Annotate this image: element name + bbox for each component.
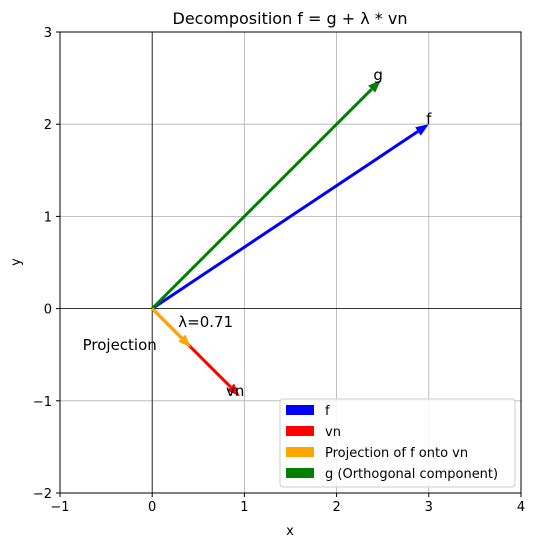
legend-swatch (286, 468, 314, 478)
legend-label: g (Orthogonal component) (325, 467, 498, 482)
y-axis-title: y (9, 258, 24, 266)
vector-f-shaft (151, 130, 419, 310)
annotation-label: λ=0.71 (178, 313, 233, 331)
vector-vn-head (227, 383, 240, 397)
annotation-label: f (426, 110, 432, 128)
x-axis-title: x (286, 524, 294, 539)
x-tick-label: 4 (517, 500, 525, 515)
zero-lines (60, 32, 521, 493)
legend-label: f (325, 404, 330, 419)
vector-g-head (368, 79, 381, 93)
vector-Projection-head (178, 334, 191, 348)
annotation-label: Projection (83, 336, 157, 354)
plot-frame (59, 31, 522, 494)
legend-frame (279, 398, 516, 488)
x-tick-label: −1 (50, 500, 69, 515)
annotations: f vn g Projection λ=0.71 (83, 66, 433, 400)
y-tick-label: 1 (44, 210, 52, 225)
x-tick-label: 1 (240, 500, 248, 515)
legend-label: Projection of f onto vn (325, 446, 468, 461)
y-tick-label: 3 (44, 26, 52, 41)
vector-Projection-shaft (151, 307, 183, 340)
y-tick-label: −1 (33, 395, 52, 410)
x-tick-label: 2 (332, 500, 340, 515)
y-tick-label: −2 (33, 487, 52, 502)
legend-swatch (286, 426, 314, 436)
annotation-label: vn (226, 382, 244, 400)
vector-f-head (415, 124, 429, 136)
vectors (151, 79, 429, 397)
legend-swatch (286, 447, 314, 457)
legend: f vn Projection of f onto vn g (Orthogonal … (279, 398, 516, 488)
annotation-label: g (373, 66, 383, 84)
vector-g-shaft (151, 88, 373, 310)
chart-title: Decomposition f = g + λ * vn (173, 9, 408, 28)
y-tick-label: 2 (44, 118, 52, 133)
y-tick-label: 0 (44, 303, 52, 318)
legend-label: vn (325, 425, 341, 440)
legend-swatch (286, 405, 314, 415)
x-tick-label: 0 (148, 500, 156, 515)
x-tick-label: 3 (425, 500, 433, 515)
